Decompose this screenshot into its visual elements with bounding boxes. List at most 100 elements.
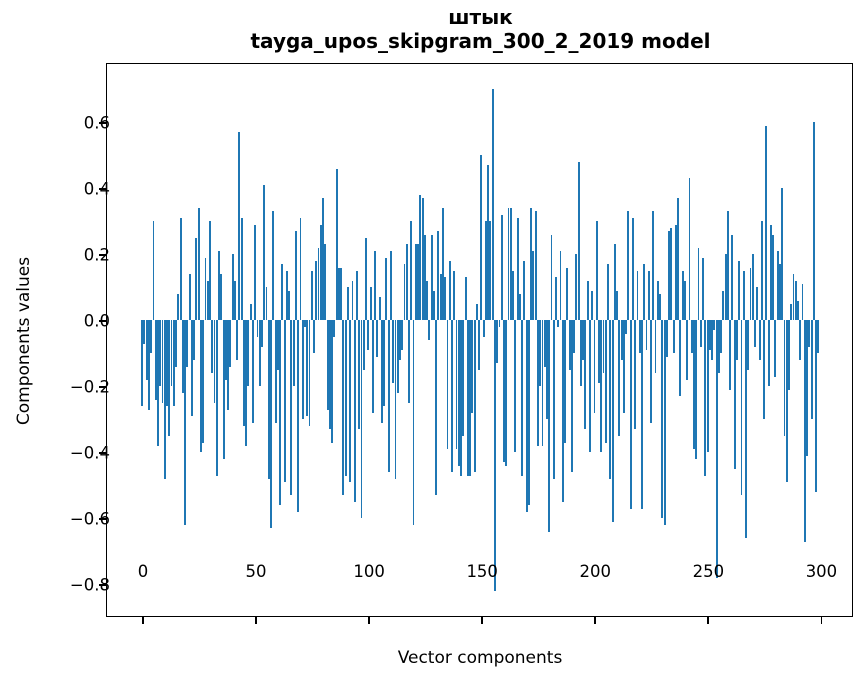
bar-component-110 — [389, 251, 392, 321]
bar-component-145 — [469, 320, 472, 476]
bar-component-271 — [754, 320, 756, 347]
bar-component-150 — [480, 155, 483, 321]
bar-component-45 — [242, 320, 245, 427]
bar-component-13 — [170, 320, 173, 387]
x-tick-mark — [368, 617, 370, 624]
bar-component-165 — [514, 320, 517, 453]
x-tick-mark — [820, 617, 823, 624]
bar-component-242 — [688, 178, 691, 321]
bar-component-81 — [324, 244, 327, 321]
bar-component-190 — [570, 320, 573, 473]
bar-component-229 — [659, 293, 661, 321]
bar-component-54 — [263, 185, 266, 321]
bar-component-127 — [428, 320, 431, 341]
bar-component-269 — [749, 267, 752, 321]
bar-component-1 — [143, 320, 146, 344]
bar-component-285 — [785, 320, 788, 483]
bar-component-96 — [358, 320, 361, 430]
bar-component-97 — [360, 320, 363, 519]
bar-component-143 — [464, 277, 467, 321]
bar-component-211 — [618, 320, 621, 436]
bar-component-266 — [742, 270, 745, 321]
bar-component-252 — [711, 320, 714, 360]
bar-component-68 — [294, 231, 297, 321]
bar-component-73 — [306, 320, 309, 417]
bar-component-210 — [616, 290, 619, 321]
y-tick-label: 0.2 — [83, 245, 110, 265]
bar-component-91 — [347, 287, 349, 321]
bar-component-219 — [636, 270, 639, 321]
bar-component-118 — [408, 320, 410, 403]
bar-component-53 — [261, 320, 263, 347]
bar-component-191 — [573, 320, 576, 354]
bar-component-183 — [555, 277, 557, 321]
bar-component-152 — [484, 221, 487, 321]
bar-component-142 — [462, 320, 465, 436]
bar-component-132 — [439, 274, 442, 321]
bar-component-158 — [498, 320, 501, 327]
x-tick-label: 100 — [353, 562, 385, 581]
y-tick-mark — [99, 122, 107, 124]
bar-component-122 — [417, 244, 419, 321]
bar-component-34 — [218, 251, 220, 321]
bar-component-55 — [265, 287, 268, 321]
bar-component-17 — [179, 218, 182, 321]
bar-component-39 — [229, 320, 232, 367]
bar-component-56 — [267, 320, 270, 479]
bar-component-7 — [157, 320, 159, 446]
bar-component-78 — [317, 247, 320, 321]
x-tick-label: 300 — [805, 562, 838, 581]
bar-component-168 — [521, 320, 524, 476]
bar-component-59 — [274, 320, 277, 423]
bar-component-217 — [631, 218, 634, 321]
bar-component-163 — [509, 208, 512, 321]
bar-component-5 — [152, 221, 155, 321]
bar-component-195 — [582, 320, 585, 360]
y-axis-label: Components values — [14, 256, 34, 426]
bar-component-126 — [426, 280, 429, 321]
y-tick-label: 0.0 — [83, 311, 110, 331]
bar-component-238 — [679, 320, 682, 397]
bar-component-187 — [564, 320, 567, 443]
bar-component-249 — [704, 320, 707, 476]
bar-component-156 — [494, 320, 496, 592]
bar-component-196 — [584, 320, 587, 430]
bar-component-232 — [665, 320, 668, 357]
x-tick-mark — [142, 617, 144, 624]
bar-component-193 — [577, 161, 580, 321]
bar-component-264 — [738, 260, 741, 321]
bar-component-88 — [340, 267, 343, 321]
bar-component-188 — [566, 267, 569, 321]
bar-component-33 — [215, 320, 218, 476]
bar-component-115 — [401, 320, 404, 351]
bar-component-174 — [534, 211, 537, 321]
bar-component-2 — [145, 320, 148, 380]
bar-component-274 — [760, 221, 763, 321]
bar-component-135 — [446, 320, 449, 450]
bar-component-200 — [593, 320, 596, 413]
bar-component-64 — [285, 270, 288, 321]
bar-component-63 — [283, 320, 286, 483]
bar-component-251 — [708, 320, 711, 351]
bar-component-295 — [808, 320, 811, 347]
bar-component-108 — [385, 257, 388, 321]
bar-component-62 — [281, 264, 284, 321]
bar-component-215 — [627, 211, 630, 321]
bar-component-99 — [365, 237, 367, 321]
bar-component-44 — [240, 218, 243, 321]
bar-component-19 — [184, 320, 187, 526]
bar-component-234 — [670, 227, 673, 321]
x-tick-mark — [594, 617, 597, 624]
bar-component-89 — [342, 320, 345, 496]
bar-component-65 — [288, 290, 291, 321]
bar-component-138 — [453, 270, 456, 321]
bar-component-22 — [190, 320, 193, 417]
bar-component-103 — [374, 251, 377, 321]
bar-component-23 — [193, 320, 196, 360]
bar-component-262 — [733, 320, 736, 469]
bar-component-212 — [620, 320, 623, 360]
chart-title: штык tayga_upos_skipgram_300_2_2019 mode… — [108, 5, 853, 53]
bar-component-216 — [629, 320, 632, 509]
bar-component-267 — [745, 320, 747, 539]
